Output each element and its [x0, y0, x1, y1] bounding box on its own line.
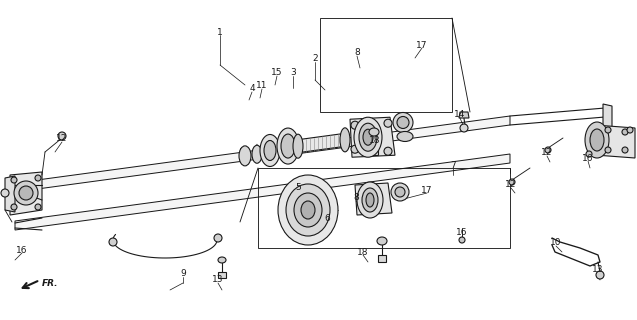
Circle shape	[1, 189, 9, 197]
Circle shape	[586, 151, 592, 157]
Polygon shape	[218, 272, 226, 278]
Ellipse shape	[362, 188, 378, 212]
Ellipse shape	[363, 129, 373, 145]
Polygon shape	[15, 116, 510, 192]
Circle shape	[214, 234, 222, 242]
Circle shape	[19, 186, 33, 200]
Ellipse shape	[286, 184, 330, 236]
Ellipse shape	[359, 123, 377, 151]
Polygon shape	[355, 183, 392, 215]
Polygon shape	[370, 148, 378, 155]
Text: 4: 4	[249, 84, 255, 92]
Circle shape	[351, 145, 359, 153]
Circle shape	[605, 147, 611, 153]
Text: 16: 16	[582, 154, 594, 163]
Text: 13: 13	[592, 266, 604, 275]
Circle shape	[627, 127, 633, 133]
Circle shape	[58, 132, 66, 140]
Circle shape	[622, 147, 628, 153]
Ellipse shape	[590, 129, 604, 151]
Ellipse shape	[377, 237, 387, 245]
Ellipse shape	[264, 140, 276, 161]
Circle shape	[384, 119, 392, 127]
Text: 18: 18	[357, 247, 369, 257]
Ellipse shape	[260, 134, 280, 166]
Polygon shape	[298, 133, 345, 153]
Ellipse shape	[294, 193, 322, 227]
Ellipse shape	[354, 117, 382, 157]
Ellipse shape	[585, 122, 609, 158]
Text: 8: 8	[354, 47, 360, 57]
Polygon shape	[5, 176, 15, 212]
Text: 15: 15	[271, 68, 283, 76]
Text: 17: 17	[416, 41, 428, 50]
Polygon shape	[595, 125, 635, 158]
Ellipse shape	[277, 128, 299, 164]
Text: 9: 9	[180, 269, 186, 278]
Ellipse shape	[340, 128, 350, 152]
Polygon shape	[350, 117, 395, 157]
Polygon shape	[10, 172, 42, 215]
Circle shape	[459, 237, 465, 243]
Circle shape	[35, 204, 41, 210]
Ellipse shape	[369, 128, 379, 136]
Circle shape	[109, 238, 117, 246]
Text: 3: 3	[290, 68, 296, 76]
Ellipse shape	[395, 187, 405, 197]
Text: 12: 12	[541, 148, 553, 156]
Polygon shape	[603, 104, 612, 129]
Text: 16: 16	[456, 228, 468, 236]
Ellipse shape	[301, 201, 315, 219]
Polygon shape	[459, 112, 469, 118]
Ellipse shape	[281, 134, 295, 158]
Text: 17: 17	[421, 186, 433, 195]
Circle shape	[384, 147, 392, 155]
Text: FR.: FR.	[42, 278, 59, 287]
Text: 8: 8	[353, 193, 359, 202]
Ellipse shape	[397, 116, 409, 129]
Ellipse shape	[252, 145, 262, 163]
Ellipse shape	[239, 146, 251, 166]
Ellipse shape	[393, 113, 413, 132]
Circle shape	[509, 179, 515, 185]
Polygon shape	[378, 255, 386, 262]
Text: 16: 16	[17, 245, 28, 254]
Circle shape	[35, 175, 41, 181]
Circle shape	[605, 127, 611, 133]
Circle shape	[596, 271, 604, 279]
Text: 18: 18	[369, 135, 381, 145]
Ellipse shape	[366, 193, 374, 207]
Text: 14: 14	[454, 109, 466, 118]
Ellipse shape	[397, 132, 413, 141]
Polygon shape	[15, 154, 510, 230]
Text: 2: 2	[312, 53, 318, 62]
Text: 5: 5	[295, 182, 301, 191]
Ellipse shape	[293, 134, 303, 158]
Circle shape	[11, 204, 17, 210]
Text: 12: 12	[505, 180, 517, 188]
Circle shape	[460, 124, 468, 132]
Ellipse shape	[218, 257, 226, 263]
Text: 10: 10	[550, 237, 562, 246]
Text: 12: 12	[56, 133, 68, 142]
Ellipse shape	[278, 175, 338, 245]
Circle shape	[351, 121, 359, 129]
Circle shape	[622, 129, 628, 135]
Circle shape	[545, 147, 551, 153]
Text: 13: 13	[212, 276, 224, 284]
Text: 1: 1	[217, 28, 223, 36]
Ellipse shape	[357, 182, 383, 218]
Text: 6: 6	[324, 213, 330, 222]
Circle shape	[11, 177, 17, 183]
Text: 7: 7	[450, 161, 456, 170]
Text: 11: 11	[256, 81, 268, 90]
Ellipse shape	[391, 183, 409, 201]
Circle shape	[14, 181, 38, 205]
